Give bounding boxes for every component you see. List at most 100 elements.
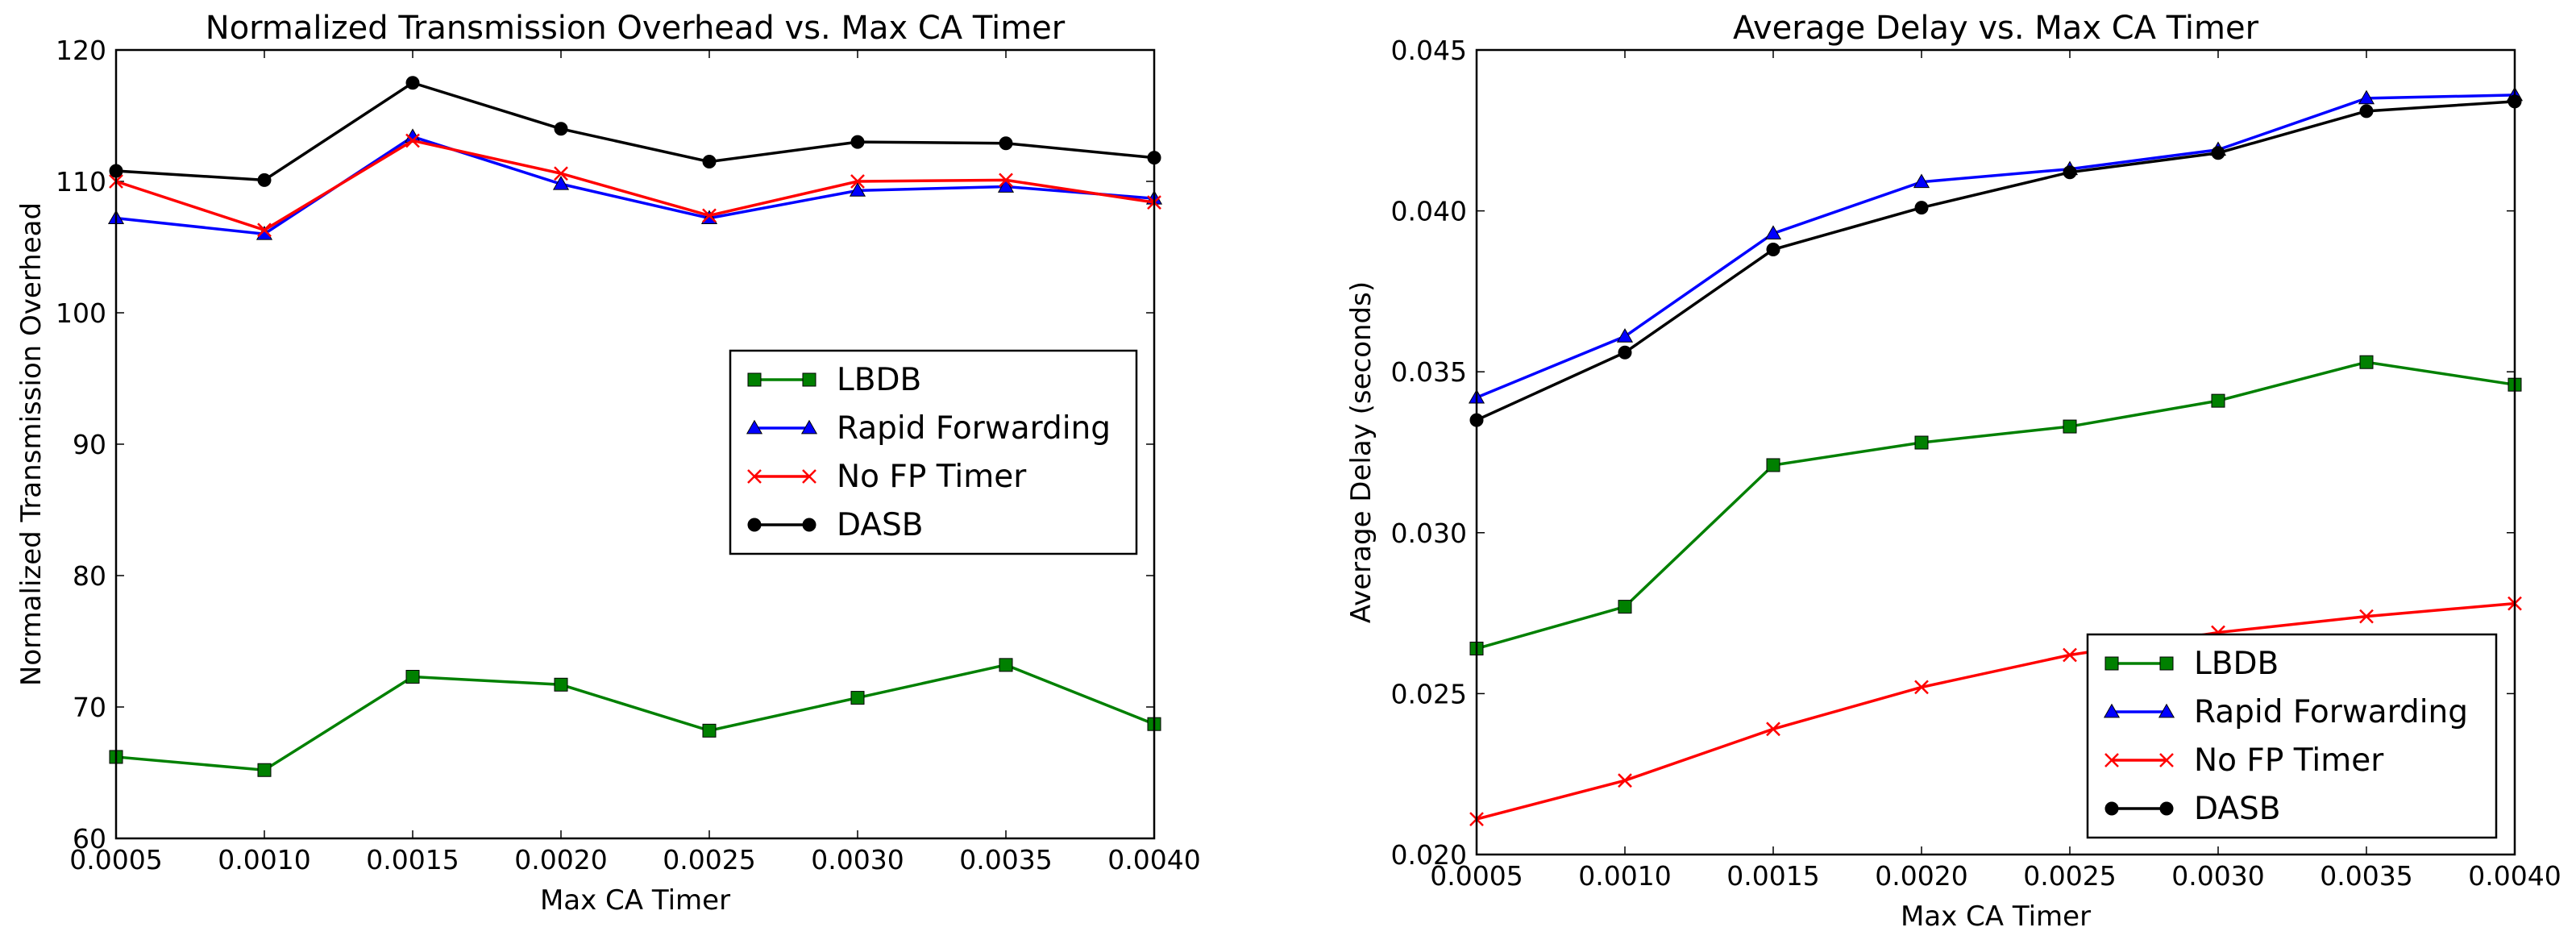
x-axis-label: Max CA Timer — [1901, 900, 2091, 933]
data-point — [2211, 393, 2225, 408]
data-point — [999, 136, 1013, 151]
x-tick-label: 0.0025 — [663, 844, 755, 875]
data-point — [2063, 647, 2077, 663]
data-point — [1766, 243, 1780, 257]
x-tick-label: 0.0010 — [1578, 860, 1671, 892]
data-point — [1914, 201, 1929, 215]
series-no-fp-timer — [1469, 596, 2522, 826]
x-tick-label: 0.0005 — [69, 844, 162, 875]
data-point — [1764, 225, 1782, 239]
x-tick-label: 0.0005 — [1430, 860, 1523, 892]
legend-marker — [2159, 801, 2174, 816]
series-lbdb — [109, 658, 1161, 777]
series-line — [115, 135, 1155, 236]
legend-box — [729, 349, 1138, 555]
plot-frame — [1475, 48, 2516, 856]
data-point — [1914, 435, 1929, 450]
data-point — [850, 174, 865, 189]
data-point — [849, 182, 866, 197]
data-point — [1766, 722, 1780, 737]
data-point — [2359, 104, 2374, 119]
data-point — [2358, 89, 2375, 105]
y-axis-label: Normalized Transmission Overhead — [15, 202, 48, 686]
legend-marker — [2158, 703, 2175, 718]
x-tick-label: 0.0040 — [1107, 844, 1200, 875]
legend-marker — [802, 518, 816, 532]
series-lbdb — [1469, 355, 2522, 656]
data-point — [2359, 355, 2374, 369]
legend-marker — [747, 518, 762, 532]
legend-marker — [2104, 753, 2119, 767]
series-line — [1476, 94, 2516, 399]
x-tick-label: 0.0030 — [811, 844, 904, 875]
legend-label: No FP Timer — [2194, 742, 2384, 779]
y-tick-label: 70 — [73, 692, 106, 723]
x-tick-label: 0.0010 — [218, 844, 310, 875]
y-tick-label: 0.035 — [1391, 356, 1467, 388]
data-point — [2211, 146, 2225, 160]
x-axis-label: Max CA Timer — [540, 884, 730, 917]
y-tick-label: 80 — [73, 560, 106, 592]
legend-label: LBDB — [2194, 646, 2279, 682]
data-point — [257, 173, 272, 187]
legend: LBDB Rapid Forwarding No FP Timer DASB — [729, 349, 1138, 555]
legend-box — [2086, 633, 2498, 839]
legend-label: No FP Timer — [837, 459, 1027, 495]
x-tick-label: 0.0035 — [2320, 860, 2412, 892]
y-tick-label: 60 — [73, 823, 106, 855]
y-tick-label: 0.040 — [1391, 196, 1467, 227]
data-point — [1914, 680, 1929, 695]
data-point — [1913, 173, 1930, 189]
x-tick-label: 0.0025 — [2023, 860, 2116, 892]
legend-marker — [802, 469, 816, 484]
legend: LBDB Rapid Forwarding No FP Timer DASB — [2086, 633, 2498, 839]
data-point — [850, 135, 865, 149]
data-point — [1766, 458, 1780, 472]
data-point — [702, 723, 717, 738]
x-tick-label: 0.0020 — [514, 844, 607, 875]
legend-marker — [2104, 801, 2119, 816]
legend-label: Rapid Forwarding — [2194, 694, 2468, 730]
data-point — [257, 763, 272, 777]
y-tick-label: 0.020 — [1391, 839, 1467, 871]
legend-marker — [800, 419, 818, 435]
data-point — [405, 76, 420, 90]
series-rapid-forwarding — [107, 128, 1163, 240]
series-line — [115, 81, 1155, 182]
y-tick-label: 90 — [73, 429, 106, 460]
chart-title: Average Delay vs. Max CA Timer — [1733, 10, 2259, 47]
legend-marker — [2104, 656, 2119, 671]
series-line — [1476, 601, 2516, 821]
data-point — [552, 176, 570, 190]
chart-1: Normalized Transmission Overhead vs. Max… — [15, 10, 1201, 917]
data-point — [554, 677, 568, 692]
data-point — [554, 122, 568, 136]
data-point — [1616, 328, 1634, 343]
y-tick-label: 0.030 — [1391, 518, 1467, 549]
y-tick-label: 0.025 — [1391, 678, 1467, 709]
x-tick-label: 0.0015 — [366, 844, 459, 875]
legend-marker — [747, 469, 762, 484]
chart-2: Average Delay vs. Max CA Timer 0.0005 0.00… — [1345, 10, 2561, 933]
data-point — [2359, 609, 2374, 624]
y-tick-label: 100 — [56, 297, 106, 329]
series-line — [115, 139, 1155, 232]
y-tick-label: 120 — [56, 35, 106, 66]
legend-label: Rapid Forwarding — [837, 410, 1111, 447]
data-point — [999, 658, 1013, 672]
data-point — [999, 173, 1013, 188]
data-point — [1618, 600, 1632, 614]
series-line — [1476, 100, 2516, 422]
data-point — [257, 222, 272, 238]
y-tick-label: 0.045 — [1391, 35, 1467, 66]
data-point — [554, 166, 568, 181]
plot-frame — [114, 48, 1156, 840]
legend-marker — [747, 372, 762, 387]
x-tick-label: 0.0040 — [2468, 860, 2561, 892]
legend-label: DASB — [837, 507, 924, 543]
x-tick-label: 0.0035 — [959, 844, 1052, 875]
legend-marker — [746, 419, 763, 435]
data-point — [702, 155, 717, 169]
chart-title: Normalized Transmission Overhead vs. Max… — [206, 10, 1066, 47]
